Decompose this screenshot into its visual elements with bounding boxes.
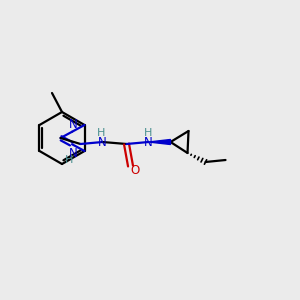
Text: H: H xyxy=(97,128,106,138)
Text: N: N xyxy=(144,136,153,148)
Text: O: O xyxy=(130,164,139,178)
Text: N: N xyxy=(69,118,77,131)
Text: N: N xyxy=(69,147,77,160)
Text: N: N xyxy=(98,136,107,148)
Text: H: H xyxy=(65,155,73,165)
Polygon shape xyxy=(148,140,170,145)
Text: H: H xyxy=(144,128,153,138)
